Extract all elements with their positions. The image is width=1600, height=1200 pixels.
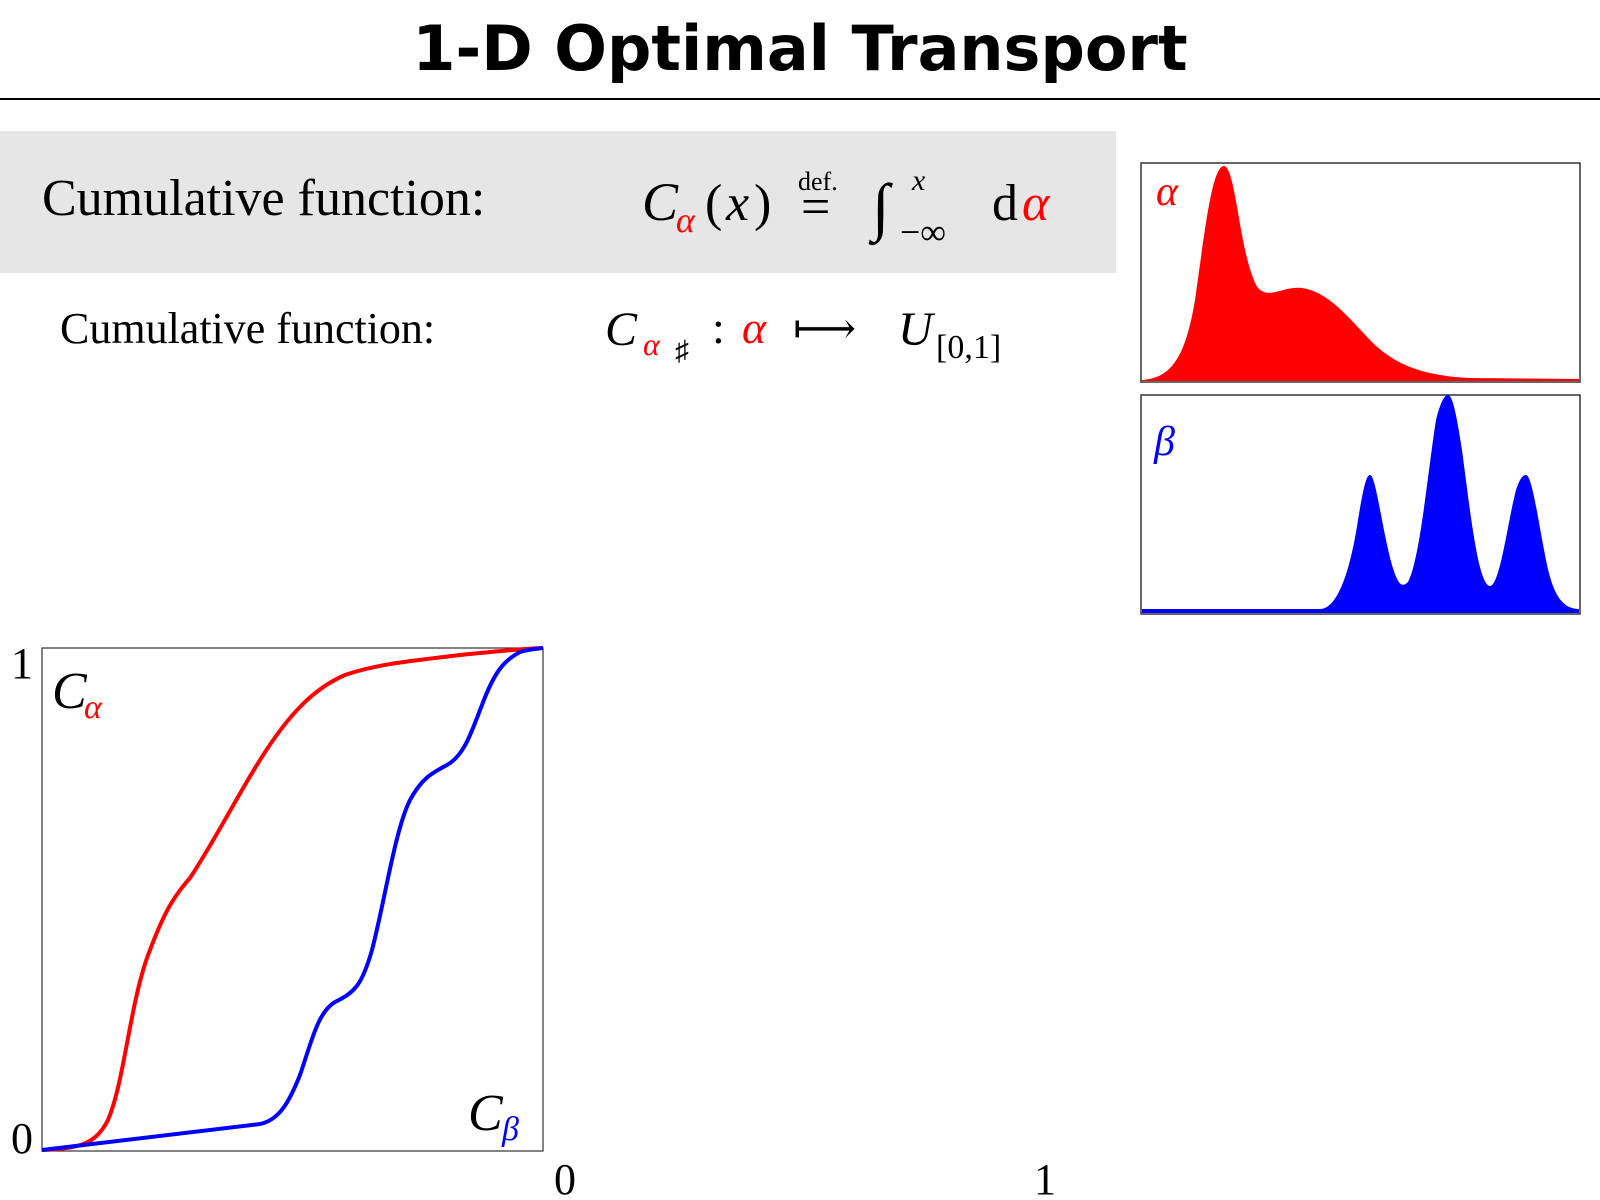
math: −∞ <box>900 212 946 252</box>
math: : <box>712 302 725 353</box>
slide-title: 1-D Optimal Transport <box>412 12 1187 85</box>
math: def. <box>798 167 838 196</box>
math: ⟼ <box>793 304 856 353</box>
definition-formula: C α ( x ) def. = ∫ x −∞ d α <box>642 164 1051 252</box>
math: = <box>801 179 830 236</box>
math: α <box>742 302 767 353</box>
cdf-frame <box>41 647 544 1152</box>
density-beta <box>1142 395 1579 613</box>
density-alpha <box>1142 166 1579 381</box>
math: ( <box>705 175 722 232</box>
y-tick-label: 0 <box>11 1114 33 1163</box>
math: d <box>992 175 1018 232</box>
highlight-box <box>0 131 1116 273</box>
density-label: β <box>1153 419 1175 465</box>
cdf-label-sub: β <box>501 1111 519 1148</box>
math: x <box>911 164 926 197</box>
math: α <box>643 326 661 362</box>
cdf-beta <box>41 646 544 1152</box>
cdf-alpha <box>41 646 544 1152</box>
math: [0,1] <box>936 329 1001 366</box>
mapping-label: Cumulative function: <box>60 304 435 353</box>
math: C <box>642 172 679 232</box>
math: U <box>898 303 936 356</box>
x-tick-label: 0 <box>554 1155 576 1200</box>
density-label: α <box>1156 169 1179 215</box>
math: x <box>725 175 749 232</box>
cdf-label-sub: α <box>84 689 103 726</box>
math: ) <box>754 175 771 232</box>
math: C <box>605 303 638 356</box>
math: α <box>1022 175 1051 232</box>
mapping-formula: C α ♯ : α ⟼ U [0,1] <box>605 302 1001 367</box>
y-tick-label: 1 <box>11 639 33 688</box>
cdf-label: C <box>468 1085 504 1142</box>
x-tick-label: 1 <box>1034 1155 1056 1200</box>
definition-label: Cumulative function: <box>42 170 485 227</box>
math: α <box>676 200 696 240</box>
math: ♯ <box>675 336 689 367</box>
math: ∫ <box>868 171 893 246</box>
cdf-label: C <box>52 663 88 720</box>
